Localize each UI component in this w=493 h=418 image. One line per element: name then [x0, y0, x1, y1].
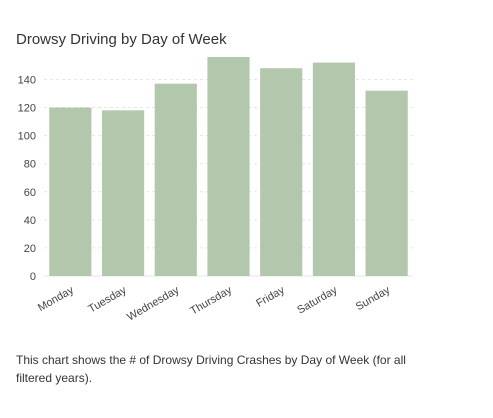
y-tick-label: 100 — [18, 131, 36, 143]
y-tick-label: 80 — [24, 159, 36, 171]
y-tick-label: 60 — [24, 187, 36, 199]
bar-saturday[interactable] — [312, 62, 356, 276]
bar-wednesday[interactable] — [154, 83, 197, 276]
x-tick-label: Thursday — [188, 284, 234, 318]
bar-sunday[interactable] — [365, 90, 408, 276]
bar-friday[interactable] — [260, 68, 303, 276]
chart-title: Drowsy Driving by Day of Week — [16, 31, 227, 48]
x-tick-label: Saturday — [295, 284, 340, 317]
y-tick-label: 40 — [24, 215, 36, 227]
x-tick-label: Monday — [36, 284, 76, 314]
x-tick-label: Sunday — [354, 284, 393, 313]
y-tick-label: 20 — [24, 243, 36, 255]
x-tick-label: Tuesday — [86, 284, 129, 316]
x-tick-label: Friday — [254, 284, 287, 310]
chart-caption: This chart shows the # of Drowsy Driving… — [16, 353, 406, 385]
y-tick-label: 0 — [30, 271, 36, 283]
bar-monday[interactable] — [49, 107, 92, 277]
y-axis: 0 20 40 60 80 100 120 140 — [18, 74, 36, 283]
bar-chart: 0 20 40 60 80 100 120 140 Monday TuesdayWednesda… — [18, 57, 413, 324]
bar-tuesday[interactable] — [101, 110, 145, 276]
y-tick-label: 120 — [18, 103, 36, 115]
y-tick-label: 140 — [18, 74, 36, 86]
bars — [49, 57, 408, 277]
x-tick-label: Wednesday — [125, 284, 182, 324]
bar-thursday[interactable] — [207, 57, 250, 276]
